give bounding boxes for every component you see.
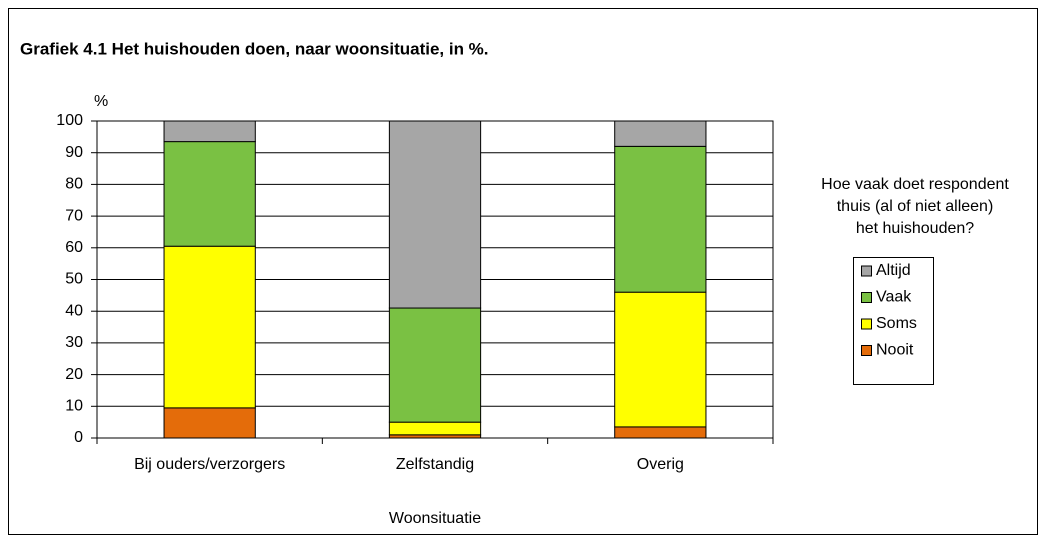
bar-segment [163, 141, 256, 247]
bar-segment [614, 426, 707, 439]
legend-swatch [861, 318, 872, 330]
bar-segment [388, 307, 482, 423]
bar-segment [163, 120, 256, 143]
y-tick-label: 80 [65, 176, 83, 193]
x-tick-label: Overig [637, 456, 684, 473]
legend-title: Hoe vaak doet respondent [821, 176, 1009, 193]
bar-segment [614, 145, 707, 293]
y-tick-label: 100 [56, 112, 83, 129]
y-tick-label: 20 [65, 366, 83, 383]
y-tick-label: 60 [65, 239, 83, 256]
legend-title: het huishouden? [856, 220, 974, 237]
x-tick-label: Zelfstandig [396, 456, 474, 473]
y-tick-label: 10 [65, 398, 83, 415]
legend-label: Nooit [876, 342, 914, 359]
x-axis-label: Woonsituatie [389, 510, 481, 527]
y-axis-label: % [94, 93, 108, 110]
legend-label: Soms [876, 315, 917, 332]
y-tick-label: 0 [74, 429, 83, 446]
bar-segment [388, 120, 482, 309]
legend-title: thuis (al of niet alleen) [837, 198, 994, 215]
legend-swatch [861, 345, 872, 356]
y-tick-label: 50 [65, 271, 83, 288]
y-tick-label: 40 [65, 302, 83, 319]
bar-segment [388, 421, 482, 436]
x-tick-label: Bij ouders/verzorgers [134, 456, 285, 473]
bar-segment [614, 291, 707, 428]
legend-swatch [861, 292, 872, 303]
bar-segment [614, 120, 707, 147]
y-tick-label: 30 [65, 334, 83, 351]
chart-title: Grafiek 4.1 Het huishouden doen, naar wo… [20, 39, 489, 58]
legend-swatch [861, 265, 872, 277]
y-tick-label: 70 [65, 207, 83, 224]
y-tick-label: 90 [65, 144, 83, 161]
legend-label: Altijd [876, 262, 911, 279]
legend-label: Vaak [876, 289, 912, 306]
bar-segment [163, 407, 256, 439]
bar-segment [163, 245, 256, 409]
